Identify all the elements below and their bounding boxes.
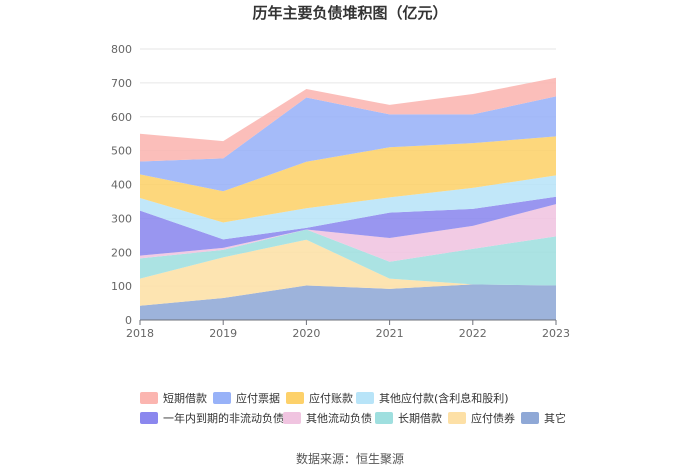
area-series-其他流动负债 [140, 204, 556, 262]
legend-swatch [286, 392, 304, 404]
legend: 短期借款 应付票据 应付账款 其他应付款(含利息和股利) 一年内到期的非流动负债 其他流动… [140, 391, 566, 425]
legend-item[interactable]: 应付债券 [448, 411, 515, 425]
y-tick-label: 200 [111, 246, 132, 259]
legend-item[interactable]: 应付账款 [286, 391, 353, 405]
area-series-应付债券 [140, 239, 556, 306]
legend-label: 应付账款 [309, 391, 353, 405]
legend-swatch [356, 392, 374, 404]
legend-swatch [283, 412, 301, 424]
y-tick-label: 500 [111, 145, 132, 158]
y-tick-label: 600 [111, 111, 132, 124]
y-tick-label: 800 [111, 43, 132, 56]
legend-label: 应付债券 [471, 411, 515, 425]
chart-title: 历年主要负债堆积图（亿元） [252, 4, 447, 22]
legend-label: 短期借款 [163, 391, 207, 405]
area-series-一年内到期的非流动负债 [140, 196, 556, 256]
legend-label: 一年内到期的非流动负债 [163, 411, 284, 425]
legend-label: 应付票据 [236, 391, 280, 405]
y-tick-label: 300 [111, 212, 132, 225]
axes: 0 100 200 300 400 500 600 700 800 2018 2019 2020 202… [111, 43, 570, 340]
legend-swatch [140, 392, 158, 404]
data-source: 数据来源：恒生聚源 [296, 451, 404, 466]
legend-item[interactable]: 应付票据 [213, 391, 280, 405]
legend-item[interactable]: 其他应付款(含利息和股利) [356, 391, 509, 405]
x-tick-label: 2023 [542, 327, 570, 340]
legend-swatch [140, 412, 158, 424]
x-tick-label: 2019 [209, 327, 237, 340]
y-tick-label: 700 [111, 77, 132, 90]
x-tick-label: 2022 [459, 327, 487, 340]
legend-label: 其他流动负债 [306, 411, 372, 425]
area-series-其它 [140, 284, 556, 320]
area-series [140, 77, 556, 320]
area-series-应付账款 [140, 136, 556, 223]
x-tick-label: 2020 [292, 327, 320, 340]
x-tick-label: 2021 [376, 327, 404, 340]
area-series-短期借款 [140, 77, 556, 162]
y-tick-label: 0 [125, 314, 132, 327]
legend-label: 其它 [544, 411, 566, 425]
legend-label: 长期借款 [398, 411, 442, 425]
area-series-长期借款 [140, 229, 556, 286]
legend-label: 其他应付款(含利息和股利) [379, 391, 509, 405]
legend-item[interactable]: 一年内到期的非流动负债 [140, 411, 284, 425]
y-tick-label: 400 [111, 179, 132, 192]
legend-swatch [213, 392, 231, 404]
legend-item[interactable]: 长期借款 [375, 411, 442, 425]
legend-swatch [521, 412, 539, 424]
area-series-其他应付款(含利息和股利) [140, 175, 556, 240]
legend-item[interactable]: 短期借款 [140, 391, 207, 405]
y-tick-label: 100 [111, 280, 132, 293]
legend-item[interactable]: 其它 [521, 411, 566, 425]
area-series-应付票据 [140, 96, 556, 192]
legend-swatch [448, 412, 466, 424]
legend-item[interactable]: 其他流动负债 [283, 411, 372, 425]
legend-swatch [375, 412, 393, 424]
x-tick-label: 2018 [126, 327, 154, 340]
